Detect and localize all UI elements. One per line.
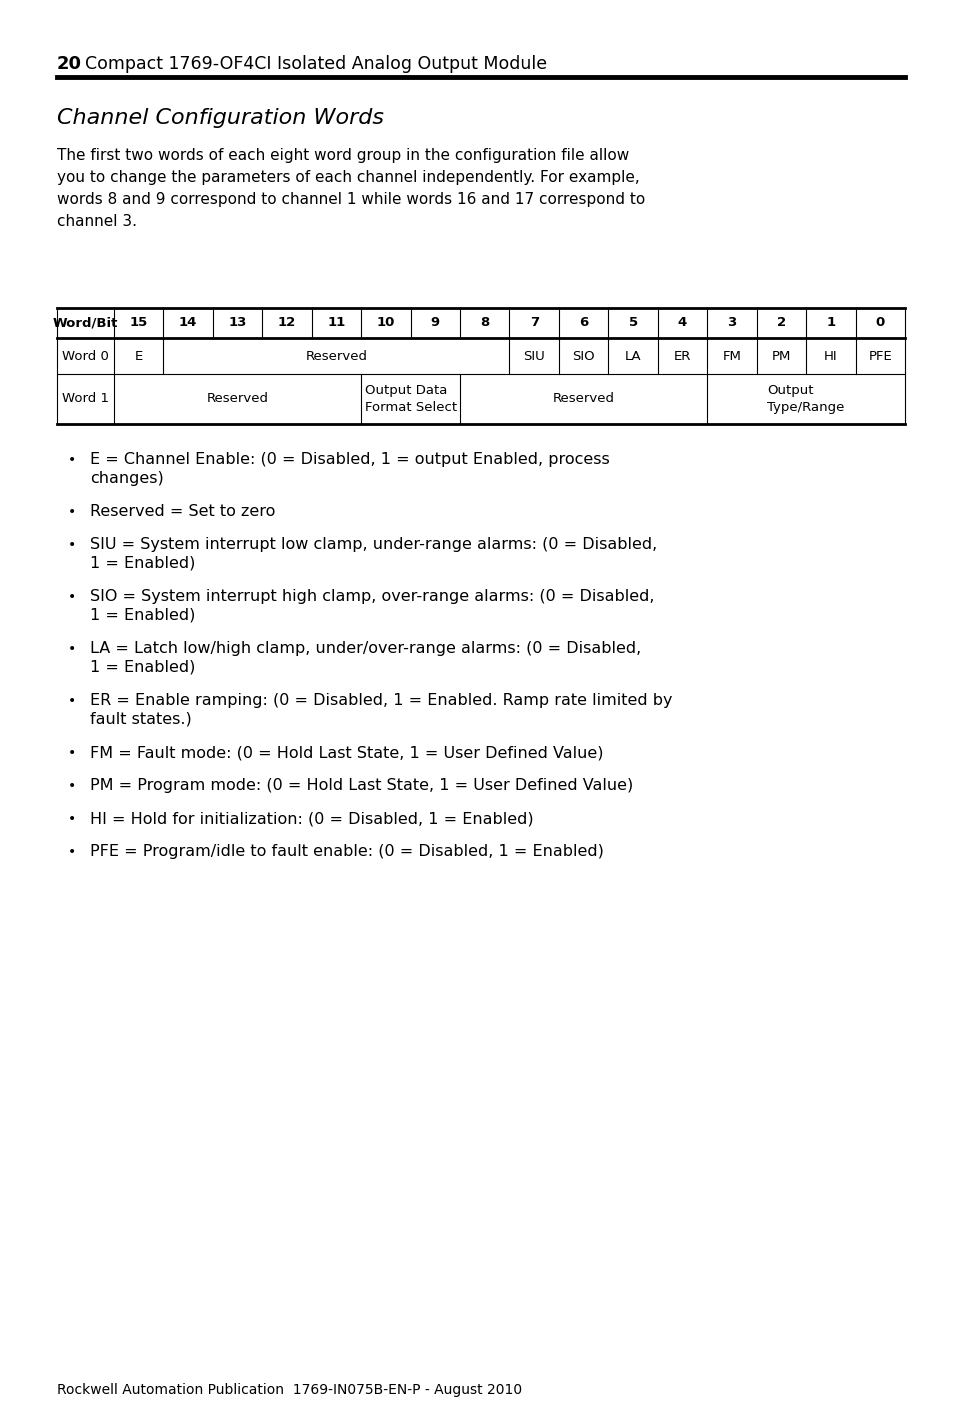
- Text: E: E: [134, 350, 143, 363]
- Text: 14: 14: [179, 316, 197, 329]
- Text: 1: 1: [825, 316, 835, 329]
- Text: 1 = Enabled): 1 = Enabled): [90, 555, 195, 571]
- Text: •: •: [68, 779, 76, 793]
- Text: Rockwell Automation Publication  1769-IN075B-EN-P - August 2010: Rockwell Automation Publication 1769-IN0…: [57, 1384, 521, 1398]
- Text: Reserved: Reserved: [552, 392, 614, 405]
- Text: channel 3.: channel 3.: [57, 214, 137, 229]
- Text: SIU: SIU: [523, 350, 544, 363]
- Text: •: •: [68, 505, 76, 519]
- Text: 5: 5: [628, 316, 637, 329]
- Text: LA = Latch low/high clamp, under/over-range alarms: (0 = Disabled,: LA = Latch low/high clamp, under/over-ra…: [90, 641, 640, 657]
- Text: 15: 15: [130, 316, 148, 329]
- Text: words 8 and 9 correspond to channel 1 while words 16 and 17 correspond to: words 8 and 9 correspond to channel 1 wh…: [57, 193, 644, 207]
- Text: 1 = Enabled): 1 = Enabled): [90, 659, 195, 675]
- Text: Reserved: Reserved: [305, 350, 367, 363]
- Text: PFE: PFE: [867, 350, 891, 363]
- Text: Word 1: Word 1: [62, 392, 109, 405]
- Text: •: •: [68, 845, 76, 859]
- Text: changes): changes): [90, 471, 164, 486]
- Text: •: •: [68, 695, 76, 709]
- Text: 11: 11: [327, 316, 345, 329]
- Text: 7: 7: [529, 316, 538, 329]
- Text: •: •: [68, 813, 76, 825]
- Text: 2: 2: [776, 316, 785, 329]
- Text: Channel Configuration Words: Channel Configuration Words: [57, 108, 384, 128]
- Text: Reserved: Reserved: [207, 392, 269, 405]
- Text: 1 = Enabled): 1 = Enabled): [90, 607, 195, 623]
- Text: Output
Type/Range: Output Type/Range: [766, 384, 844, 413]
- Text: •: •: [68, 747, 76, 761]
- Text: 6: 6: [578, 316, 588, 329]
- Text: FM: FM: [721, 350, 740, 363]
- Text: •: •: [68, 643, 76, 657]
- Text: •: •: [68, 591, 76, 605]
- Text: FM = Fault mode: (0 = Hold Last State, 1 = User Defined Value): FM = Fault mode: (0 = Hold Last State, 1…: [90, 745, 603, 761]
- Text: 12: 12: [277, 316, 295, 329]
- Text: The first two words of each eight word group in the configuration file allow: The first two words of each eight word g…: [57, 148, 629, 163]
- Text: fault states.): fault states.): [90, 711, 192, 727]
- Text: •: •: [68, 453, 76, 467]
- Text: 8: 8: [479, 316, 489, 329]
- Text: ER: ER: [673, 350, 691, 363]
- Text: SIO = System interrupt high clamp, over-range alarms: (0 = Disabled,: SIO = System interrupt high clamp, over-…: [90, 589, 654, 605]
- Text: SIU = System interrupt low clamp, under-range alarms: (0 = Disabled,: SIU = System interrupt low clamp, under-…: [90, 537, 657, 553]
- Text: 20: 20: [57, 55, 82, 73]
- Text: LA: LA: [624, 350, 640, 363]
- Text: HI = Hold for initialization: (0 = Disabled, 1 = Enabled): HI = Hold for initialization: (0 = Disab…: [90, 811, 533, 825]
- Text: PM = Program mode: (0 = Hold Last State, 1 = User Defined Value): PM = Program mode: (0 = Hold Last State,…: [90, 778, 633, 793]
- Text: HI: HI: [823, 350, 837, 363]
- Text: SIO: SIO: [572, 350, 595, 363]
- Text: Reserved = Set to zero: Reserved = Set to zero: [90, 503, 275, 519]
- Text: ER = Enable ramping: (0 = Disabled, 1 = Enabled. Ramp rate limited by: ER = Enable ramping: (0 = Disabled, 1 = …: [90, 693, 672, 709]
- Text: PFE = Program/idle to fault enable: (0 = Disabled, 1 = Enabled): PFE = Program/idle to fault enable: (0 =…: [90, 844, 603, 859]
- Text: Word 0: Word 0: [62, 350, 109, 363]
- Text: 9: 9: [431, 316, 439, 329]
- Text: 3: 3: [726, 316, 736, 329]
- Text: E = Channel Enable: (0 = Disabled, 1 = output Enabled, process: E = Channel Enable: (0 = Disabled, 1 = o…: [90, 451, 609, 467]
- Text: 13: 13: [228, 316, 247, 329]
- Text: Output Data
Format Select: Output Data Format Select: [364, 384, 456, 413]
- Text: 0: 0: [875, 316, 884, 329]
- Text: 4: 4: [678, 316, 686, 329]
- Text: •: •: [68, 538, 76, 553]
- Text: 10: 10: [376, 316, 395, 329]
- Text: Compact 1769-OF4CI Isolated Analog Output Module: Compact 1769-OF4CI Isolated Analog Outpu…: [85, 55, 547, 73]
- Text: Word/Bit: Word/Bit: [52, 316, 118, 329]
- Text: you to change the parameters of each channel independently. For example,: you to change the parameters of each cha…: [57, 170, 639, 186]
- Text: PM: PM: [771, 350, 790, 363]
